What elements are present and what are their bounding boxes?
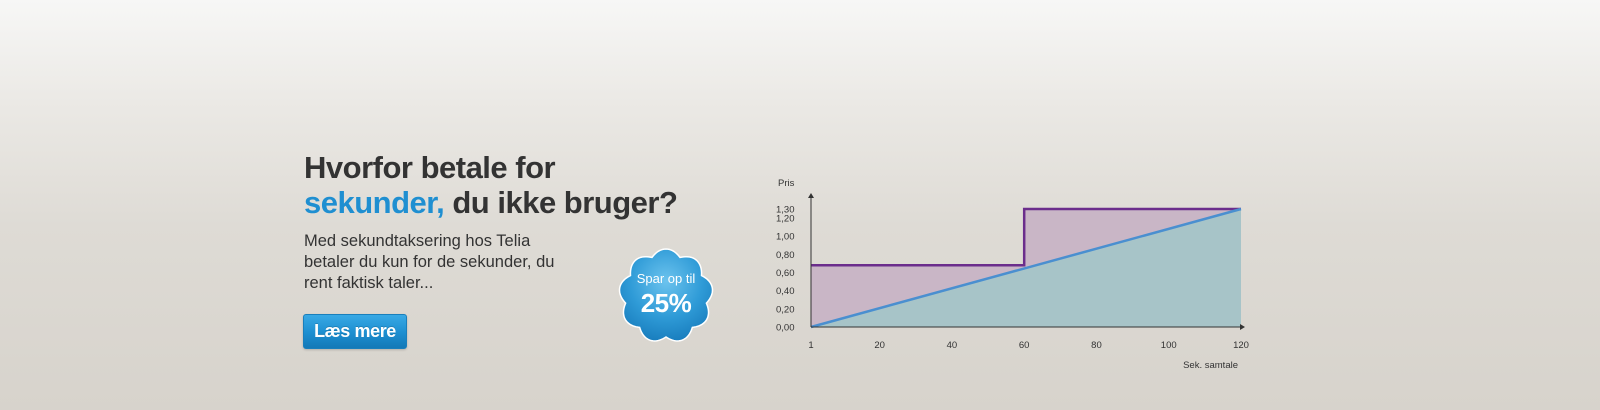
- per-minute-line: [811, 207, 1241, 267]
- y-tick-label: 0,60: [776, 268, 795, 279]
- x-tick-label: 60: [1019, 340, 1030, 351]
- headline: Hvorfor betale for sekunder, du ikke brug…: [304, 150, 678, 220]
- x-tick-label: 20: [874, 340, 885, 351]
- price-chart: 0,00 0,20 0,40 0,60 0,80 1,00 1,20 1,30 1 20 40 60 8…: [770, 176, 1260, 376]
- x-axis-arrow: [1240, 324, 1245, 330]
- headline-accent: sekunder,: [304, 185, 445, 220]
- y-tick-label: 0,00: [776, 323, 795, 334]
- badge-percentage: 25%: [640, 288, 692, 318]
- y-axis-title: Pris: [778, 178, 795, 189]
- x-tick-label: 120: [1233, 340, 1249, 351]
- badge-flower-shape: [618, 248, 714, 342]
- y-tick-label: 0,80: [776, 250, 795, 261]
- body-text: Med sekundtaksering hos Telia betaler du…: [304, 232, 555, 292]
- x-tick-label: 80: [1091, 340, 1102, 351]
- x-axis-title: Sek. samtale: [1183, 360, 1238, 371]
- per-second-line: [810, 207, 1242, 329]
- y-tick-label: 1,20: [776, 214, 795, 225]
- price-chart-svg: 0,000,200,400,600,801,001,201,301 20 40 60 8…: [776, 178, 1249, 371]
- headline-line1: Hvorfor betale for: [304, 150, 556, 185]
- y-tick-label: 1,00: [776, 232, 795, 243]
- badge-label: Spar op til: [636, 271, 696, 286]
- read-more-button[interactable]: Læs mere: [303, 314, 407, 349]
- y-tick-label: 1,30: [776, 205, 795, 216]
- x-tick-label: 100: [1161, 340, 1177, 351]
- y-tick-label: 0,20: [776, 304, 795, 315]
- headline-line2: du ikke bruger?: [444, 185, 678, 220]
- x-tick-label: 40: [947, 340, 958, 351]
- x-tick-label: 1: [808, 340, 813, 351]
- y-tick-label: 0,40: [776, 286, 795, 297]
- y-axis-arrow: [808, 193, 814, 198]
- savings-badge: Spar op til 25%: [616, 246, 716, 346]
